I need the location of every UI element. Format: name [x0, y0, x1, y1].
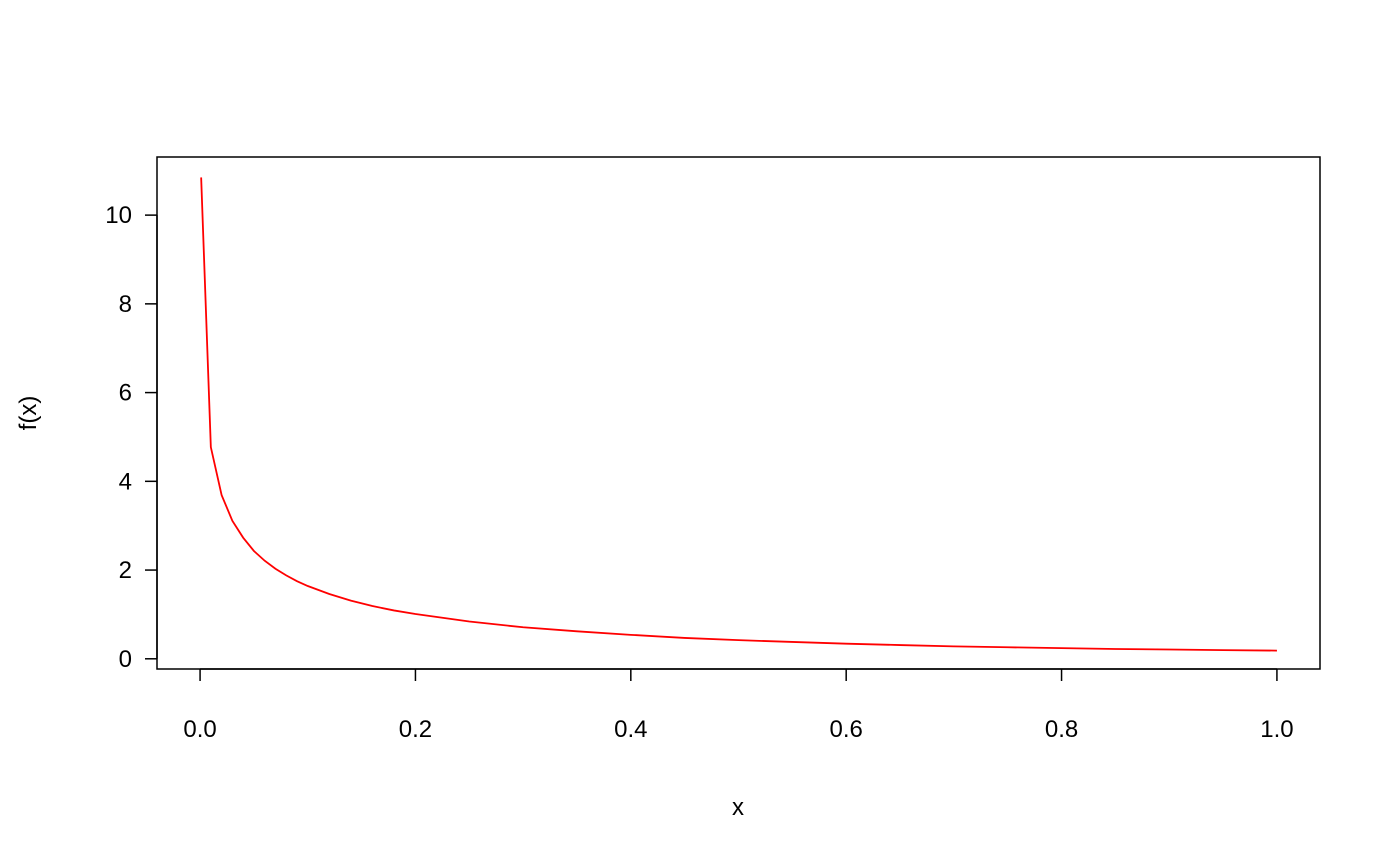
y-axis-label: f(x) — [15, 396, 42, 431]
x-tick-label: 0.8 — [1045, 716, 1078, 743]
x-tick-label: 0.6 — [829, 716, 862, 743]
y-tick-label: 10 — [105, 202, 132, 229]
y-tick-label: 4 — [119, 468, 132, 495]
plot-frame — [156, 156, 1321, 670]
y-tick-label: 2 — [119, 557, 132, 584]
y-tick-label: 6 — [119, 380, 132, 407]
x-tick-label: 1.0 — [1260, 716, 1293, 743]
series-line — [200, 177, 1277, 652]
y-axis: 0 2 4 6 8 10 — [105, 202, 158, 673]
x-axis: 0.0 0.2 0.4 0.6 0.8 1.0 — [183, 668, 1294, 743]
y-tick-label: 8 — [119, 291, 132, 318]
y-tick-label: 0 — [119, 646, 132, 673]
x-axis-label: x — [732, 794, 744, 821]
x-tick-label: 0.2 — [399, 716, 432, 743]
x-tick-label: 0.4 — [614, 716, 647, 743]
x-tick-label: 0.0 — [183, 716, 216, 743]
